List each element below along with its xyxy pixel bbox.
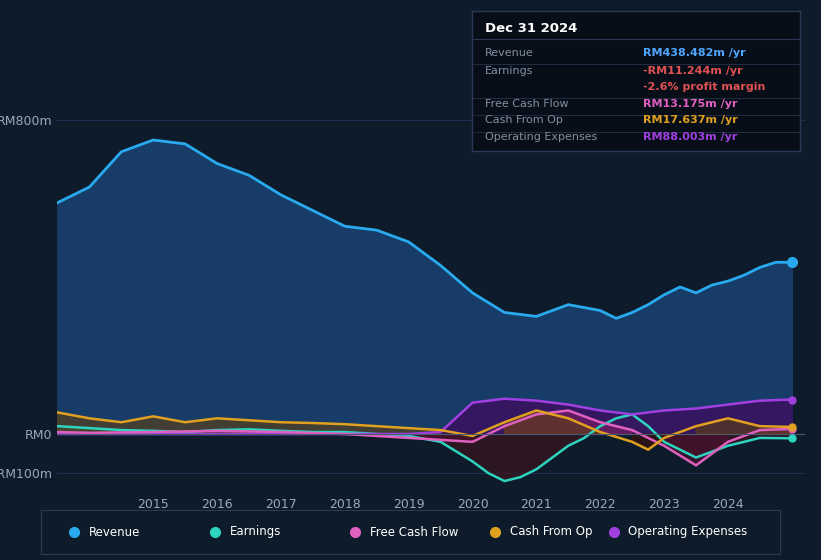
Text: Free Cash Flow: Free Cash Flow	[485, 99, 569, 109]
Text: Free Cash Flow: Free Cash Flow	[369, 525, 458, 539]
Text: -RM11.244m /yr: -RM11.244m /yr	[643, 67, 742, 76]
Text: Earnings: Earnings	[230, 525, 281, 539]
Text: RM88.003m /yr: RM88.003m /yr	[643, 132, 737, 142]
Text: RM17.637m /yr: RM17.637m /yr	[643, 115, 737, 125]
Text: -2.6% profit margin: -2.6% profit margin	[643, 82, 765, 92]
Text: Cash From Op: Cash From Op	[511, 525, 593, 539]
Text: RM13.175m /yr: RM13.175m /yr	[643, 99, 737, 109]
Text: Operating Expenses: Operating Expenses	[629, 525, 748, 539]
Text: Dec 31 2024: Dec 31 2024	[485, 22, 578, 35]
Text: Revenue: Revenue	[89, 525, 140, 539]
Text: Earnings: Earnings	[485, 67, 534, 76]
Text: Cash From Op: Cash From Op	[485, 115, 563, 125]
Text: Operating Expenses: Operating Expenses	[485, 132, 598, 142]
Text: RM438.482m /yr: RM438.482m /yr	[643, 48, 745, 58]
Text: Revenue: Revenue	[485, 48, 534, 58]
